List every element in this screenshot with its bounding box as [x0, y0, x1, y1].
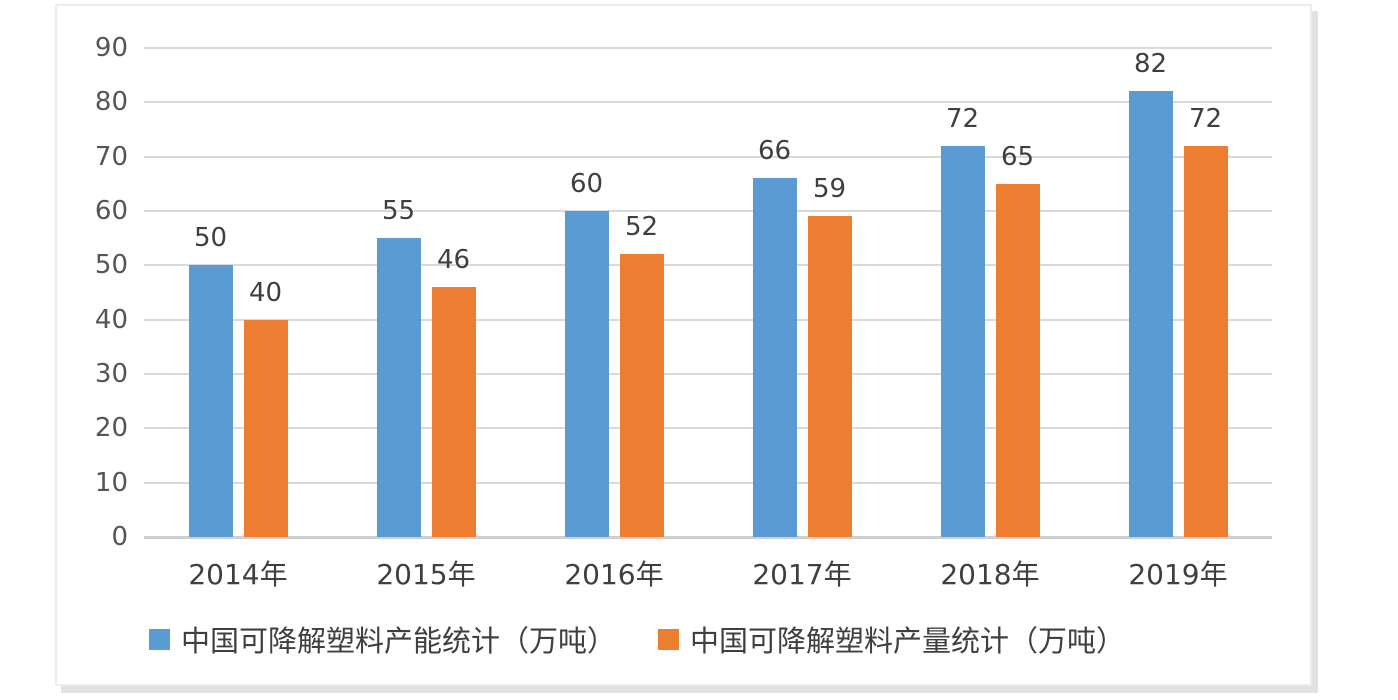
data-label: 82 [1133, 49, 1168, 80]
x-category-label: 2016年 [564, 558, 664, 591]
chart-panel: 0 10 20 30 40 50 60 70 80 90 50 40 55 46 60 52 66 59 72 65 8… [55, 4, 1312, 686]
x-category-label: 2018年 [940, 558, 1040, 591]
gridline [144, 47, 1272, 49]
gridline [144, 264, 1272, 267]
legend-label: 中国可降解塑料产能统计（万吨） [181, 624, 617, 658]
bar-series1-2014年 [188, 265, 233, 537]
gridline [144, 101, 1272, 104]
data-label: 72 [1188, 103, 1223, 134]
legend-swatch-icon [149, 628, 170, 650]
legend-item-series2: 中国可降解塑料产量统计（万吨） [658, 618, 1125, 660]
data-label: 52 [624, 212, 659, 243]
bar-series2-2017年 [807, 216, 852, 537]
y-tick-label: 10 [94, 467, 128, 498]
data-label: 40 [248, 277, 283, 308]
x-axis-line [144, 536, 1272, 539]
y-tick-label: 30 [94, 359, 128, 389]
y-tick-label: 70 [94, 141, 128, 172]
legend-label: 中国可降解塑料产量统计（万吨） [690, 624, 1126, 658]
y-tick-label: 50 [94, 250, 128, 281]
bar-series2-2015年 [431, 287, 476, 537]
data-label: 46 [436, 245, 471, 276]
bar-series1-2019年 [1128, 91, 1173, 537]
legend: 中国可降解塑料产能统计（万吨） 中国可降解塑料产量统计（万吨） [149, 618, 1125, 660]
bar-series1-2016年 [564, 211, 609, 537]
y-tick-label: 80 [94, 87, 128, 118]
x-category-label: 2014年 [188, 558, 288, 591]
plot-area: 0 10 20 30 40 50 60 70 80 90 50 40 55 46 60 52 66 59 72 65 8… [95, 33, 1272, 552]
bar-series2-2018年 [995, 183, 1040, 537]
bar-series1-2015年 [376, 238, 421, 537]
gridline [144, 481, 1272, 484]
x-category-label: 2019年 [1128, 558, 1228, 591]
bar-series2-2014年 [243, 319, 288, 537]
data-label: 59 [812, 174, 847, 205]
data-label: 66 [757, 136, 792, 167]
gridline [144, 373, 1272, 375]
y-tick-label: 20 [94, 413, 128, 444]
y-tick-label: 0 [111, 522, 128, 552]
gridline [144, 210, 1272, 212]
y-tick-label: 40 [94, 304, 128, 335]
gridline [144, 318, 1272, 321]
legend-swatch-icon [658, 628, 680, 650]
x-category-label: 2015年 [376, 558, 476, 591]
bar-series2-2019年 [1183, 145, 1228, 537]
gridline [144, 427, 1272, 430]
legend-item-series1: 中国可降解塑料产能统计（万吨） [149, 618, 616, 660]
bar-series2-2016年 [619, 254, 664, 537]
data-label: 50 [193, 223, 228, 254]
data-label: 72 [945, 103, 980, 134]
y-tick-label: 60 [94, 196, 128, 226]
y-tick-label: 90 [94, 33, 128, 63]
x-category-label: 2017年 [752, 558, 852, 591]
bar-series1-2018年 [940, 145, 985, 537]
data-label: 55 [381, 196, 416, 227]
data-label: 60 [569, 169, 604, 199]
data-label: 65 [1000, 141, 1035, 172]
x-axis-labels: 2014年 2015年 2016年 2017年 2018年 2019年 [144, 553, 1272, 593]
bar-series1-2017年 [752, 178, 797, 537]
gridline [144, 155, 1272, 158]
